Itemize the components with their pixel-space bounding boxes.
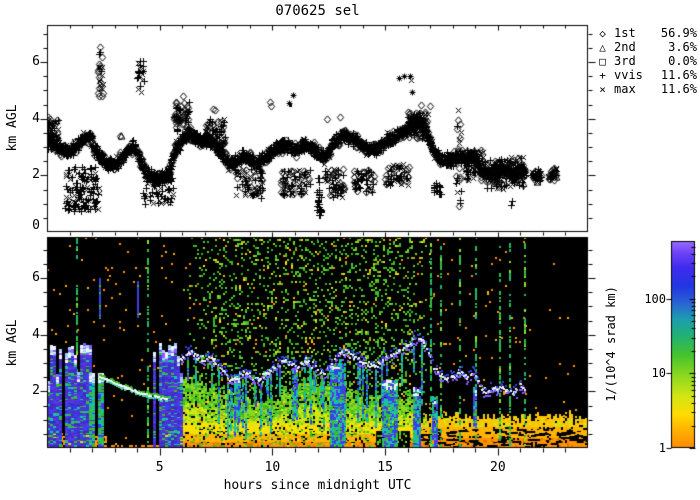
colorbar-tick-label: 1 — [658, 441, 666, 455]
legend: ◇ 1st 56.9% △ 2nd 3.6% □ 3rd 0.0% + vvis 11.6% × max 1… — [595, 26, 697, 96]
bottom-y-tick-label: 2 — [32, 383, 40, 399]
top-y-tick-label: 0 — [32, 218, 40, 233]
legend-item-3rd: □ 3rd 0.0% — [595, 54, 697, 68]
colorbar — [671, 241, 695, 448]
bottom-y-tick-label: 4 — [32, 326, 40, 342]
legend-label: vvis — [614, 68, 643, 82]
legend-value: 56.9% — [660, 26, 697, 40]
backscatter-heatmap-panel — [47, 237, 588, 448]
colorbar-label: 1/(10^4 srad km) — [604, 286, 618, 402]
legend-value: 0.0% — [668, 54, 697, 68]
legend-value: 11.6% — [660, 68, 697, 82]
diamond-symbol-icon: ◇ — [599, 26, 606, 40]
legend-value: 3.6% — [668, 40, 697, 54]
plot-title: 070625 sel — [275, 3, 360, 19]
cross-symbol-icon: × — [599, 82, 606, 96]
legend-label: max — [614, 82, 636, 96]
x-axis-label: hours since midnight UTC — [223, 478, 412, 493]
colorbar-tick-label: 100 — [644, 291, 666, 306]
top-y-tick-label: 4 — [32, 110, 40, 126]
legend-label: 3rd — [614, 54, 636, 68]
x-tick-label: 5 — [155, 460, 164, 475]
cloud-base-scatter-panel — [47, 25, 588, 232]
legend-item-vvis: + vvis 11.6% — [595, 68, 697, 82]
square-symbol-icon: □ — [599, 54, 606, 68]
legend-value: 11.6% — [660, 82, 697, 96]
bottom-y-tick-label: 6 — [32, 270, 40, 286]
legend-item-1st: ◇ 1st 56.9% — [595, 26, 697, 40]
legend-item-max: × max 11.6% — [595, 82, 697, 96]
top-y-tick-label: 2 — [32, 167, 40, 183]
x-tick-label: 15 — [377, 460, 393, 475]
legend-label: 1st — [614, 26, 636, 40]
triangle-symbol-icon: △ — [599, 40, 606, 54]
colorbar-tick-label: 10 — [651, 366, 666, 381]
x-tick-label: 10 — [264, 460, 281, 475]
legend-label: 2nd — [614, 40, 636, 54]
top-y-tick-label: 6 — [32, 54, 40, 70]
bottom-y-axis-label: km AGL — [5, 319, 20, 367]
x-tick-label: 20 — [490, 460, 506, 475]
legend-item-2nd: △ 2nd 3.6% — [595, 40, 697, 54]
plus-symbol-icon: + — [599, 68, 606, 82]
top-y-axis-label: km AGL — [5, 104, 20, 152]
